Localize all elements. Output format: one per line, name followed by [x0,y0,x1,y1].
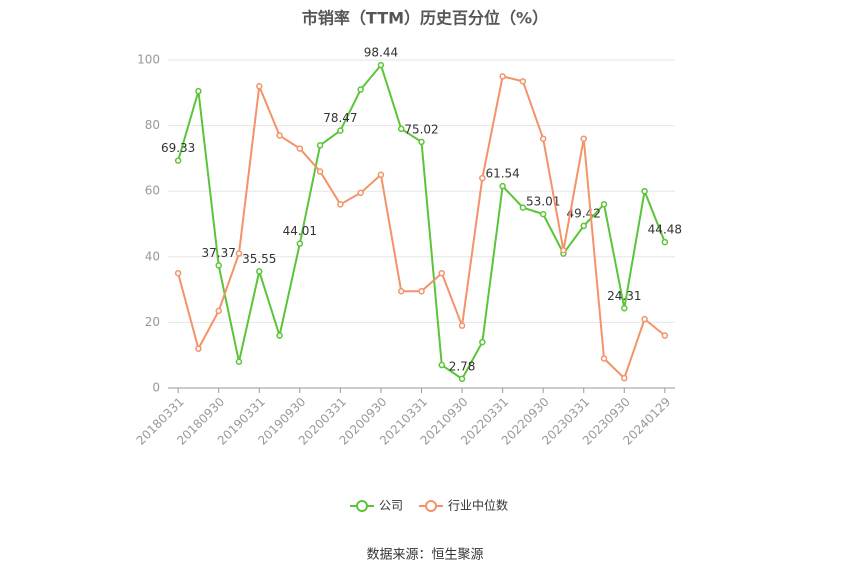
point [499,182,506,190]
point [418,138,425,146]
point [235,358,243,366]
point [519,204,527,211]
y-tick-label: 40 [145,249,160,263]
point [519,78,527,85]
point [397,287,405,295]
legend-marker [425,500,438,512]
point [174,157,182,164]
legend-label: 公司 [379,499,403,513]
point [580,222,587,230]
data-label: 35.55 [242,252,276,266]
data-label: 37.37 [202,246,236,260]
point [438,269,446,277]
point [195,345,202,352]
point [316,168,324,175]
point [458,322,466,329]
point [539,210,547,218]
data-label: 78.47 [323,111,357,125]
data-label: 61.54 [485,167,519,181]
point [296,145,304,152]
data-label: 53.01 [526,195,560,209]
point [337,127,344,134]
point [661,238,669,246]
point [458,375,466,383]
point [235,250,243,257]
legend-marker [356,500,368,512]
point [397,125,405,133]
point [661,332,669,339]
data-label: 44.48 [648,223,682,237]
point [377,61,385,69]
point [560,246,567,254]
point [256,82,263,90]
point [621,305,628,312]
point [195,87,202,95]
data-label: 49.42 [567,206,601,220]
y-tick-label: 80 [145,118,160,132]
point [438,361,446,369]
point [174,269,182,277]
data-label: 2.78 [449,359,476,373]
chart-title: 市销率（TTM）历史百分位（%） [302,9,548,28]
point [276,132,283,139]
data-label: 44.01 [283,224,317,238]
point [600,201,608,208]
point [215,307,222,315]
point [479,174,486,182]
data-label: 98.44 [364,46,398,60]
y-tick-label: 60 [145,184,160,198]
point [600,355,608,362]
point [337,201,344,208]
point [296,240,304,247]
point [479,338,486,346]
data-label: 24.31 [607,289,641,303]
point [580,135,587,142]
point [377,171,385,179]
point [418,287,425,295]
point [316,142,324,149]
y-tick-label: 0 [152,381,160,395]
source: 数据来源：恒生聚源 [366,548,483,563]
point [276,332,283,339]
point [357,86,364,93]
point [621,374,628,382]
data-label: 69.33 [161,141,195,155]
point [641,187,648,195]
data-label: 75.02 [404,122,438,136]
y-tick-label: 20 [145,315,160,329]
point [499,73,506,80]
point [215,262,222,269]
legend-label: 行业中位数 [448,498,508,513]
point [641,315,648,323]
point [539,135,547,142]
y-tick-label: 100 [137,53,160,67]
point [256,268,263,275]
point [357,189,364,197]
